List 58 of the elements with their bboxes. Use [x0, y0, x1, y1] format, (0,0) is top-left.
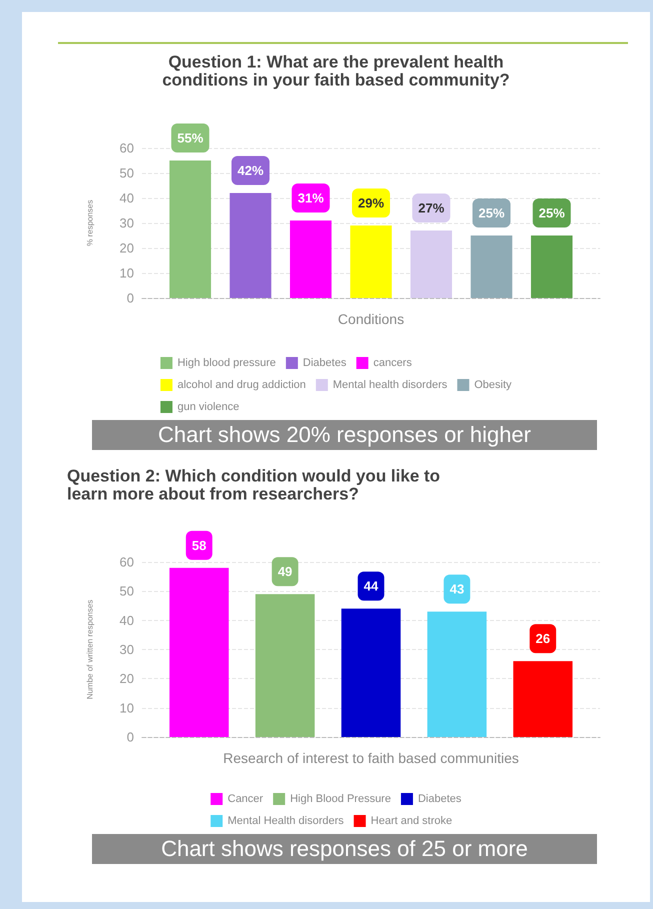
- data-label: 42%: [237, 163, 264, 178]
- y-tick-label: 20: [120, 671, 134, 686]
- y-tick-label: 30: [120, 642, 134, 657]
- bar: [230, 193, 272, 298]
- legend-label: Obesity: [474, 379, 512, 391]
- data-label: 43: [450, 582, 464, 597]
- y-tick-label: 0: [126, 290, 134, 306]
- x-axis-title: Research of interest to faith based communities: [223, 750, 519, 766]
- text: Chart shows responses of 25 or more: [92, 834, 597, 864]
- bar: [410, 230, 452, 298]
- legend-label: Diabetes: [302, 357, 347, 369]
- legend-label: Cancer: [228, 793, 264, 805]
- y-tick-label: 20: [120, 240, 134, 256]
- legend-label: Diabetes: [418, 793, 462, 805]
- data-label: 27%: [418, 200, 445, 216]
- bar: [341, 608, 401, 737]
- data-label: 31%: [298, 190, 324, 206]
- y-tick-label: 10: [120, 266, 134, 280]
- y-tick-label: 30: [120, 216, 134, 230]
- y-tick-label: 50: [120, 166, 134, 180]
- chart-title: Question 2: Which condition would you like to learn more about from researchers?: [67, 466, 440, 504]
- x-axis-title: Conditions: [338, 311, 404, 327]
- bar: [513, 661, 573, 737]
- y-tick-label: 50: [120, 584, 134, 599]
- bar: [350, 226, 392, 298]
- data-label: 29%: [358, 196, 384, 210]
- data-label: 25%: [478, 206, 505, 220]
- y-tick-label: 40: [120, 612, 134, 628]
- legend-label: cancers: [373, 357, 412, 369]
- y-tick-label: 0: [126, 730, 134, 744]
- bar: [169, 568, 229, 737]
- legend-label: High Blood Pressure: [290, 793, 391, 805]
- y-tick-label: 40: [120, 190, 134, 206]
- bar: [255, 594, 315, 737]
- data-label: 49: [278, 564, 292, 580]
- y-axis-title: Numbe of written responses: [86, 600, 94, 700]
- bar: [169, 160, 212, 298]
- legend-label: Heart and stroke: [370, 815, 452, 827]
- data-label: 26: [536, 631, 550, 646]
- legend-label: alcohol and drug addiction: [177, 379, 306, 391]
- bar: [290, 220, 332, 298]
- legend-label: Mental health disorders: [332, 379, 448, 391]
- legend-label: Mental Health disorders: [228, 815, 344, 827]
- legend-label: High blood pressure: [177, 357, 276, 369]
- data-label: 58: [192, 538, 206, 553]
- bar: [427, 612, 487, 737]
- text: Chart shows 20% responses or higher: [92, 420, 597, 450]
- legend-label: gun violence: [177, 401, 240, 413]
- data-label: 25%: [538, 206, 566, 220]
- chart-title: Question 1: What are the prevalent health conditions in your faith based community?: [162, 52, 510, 90]
- y-tick-label: 60: [120, 140, 134, 156]
- bar: [470, 236, 512, 298]
- bar: [530, 236, 573, 298]
- data-label: 44: [364, 578, 379, 594]
- y-tick-label: 60: [120, 554, 134, 570]
- data-label: 55%: [177, 130, 204, 146]
- y-axis-title: % responses: [86, 200, 94, 246]
- y-tick-label: 10: [120, 700, 134, 716]
